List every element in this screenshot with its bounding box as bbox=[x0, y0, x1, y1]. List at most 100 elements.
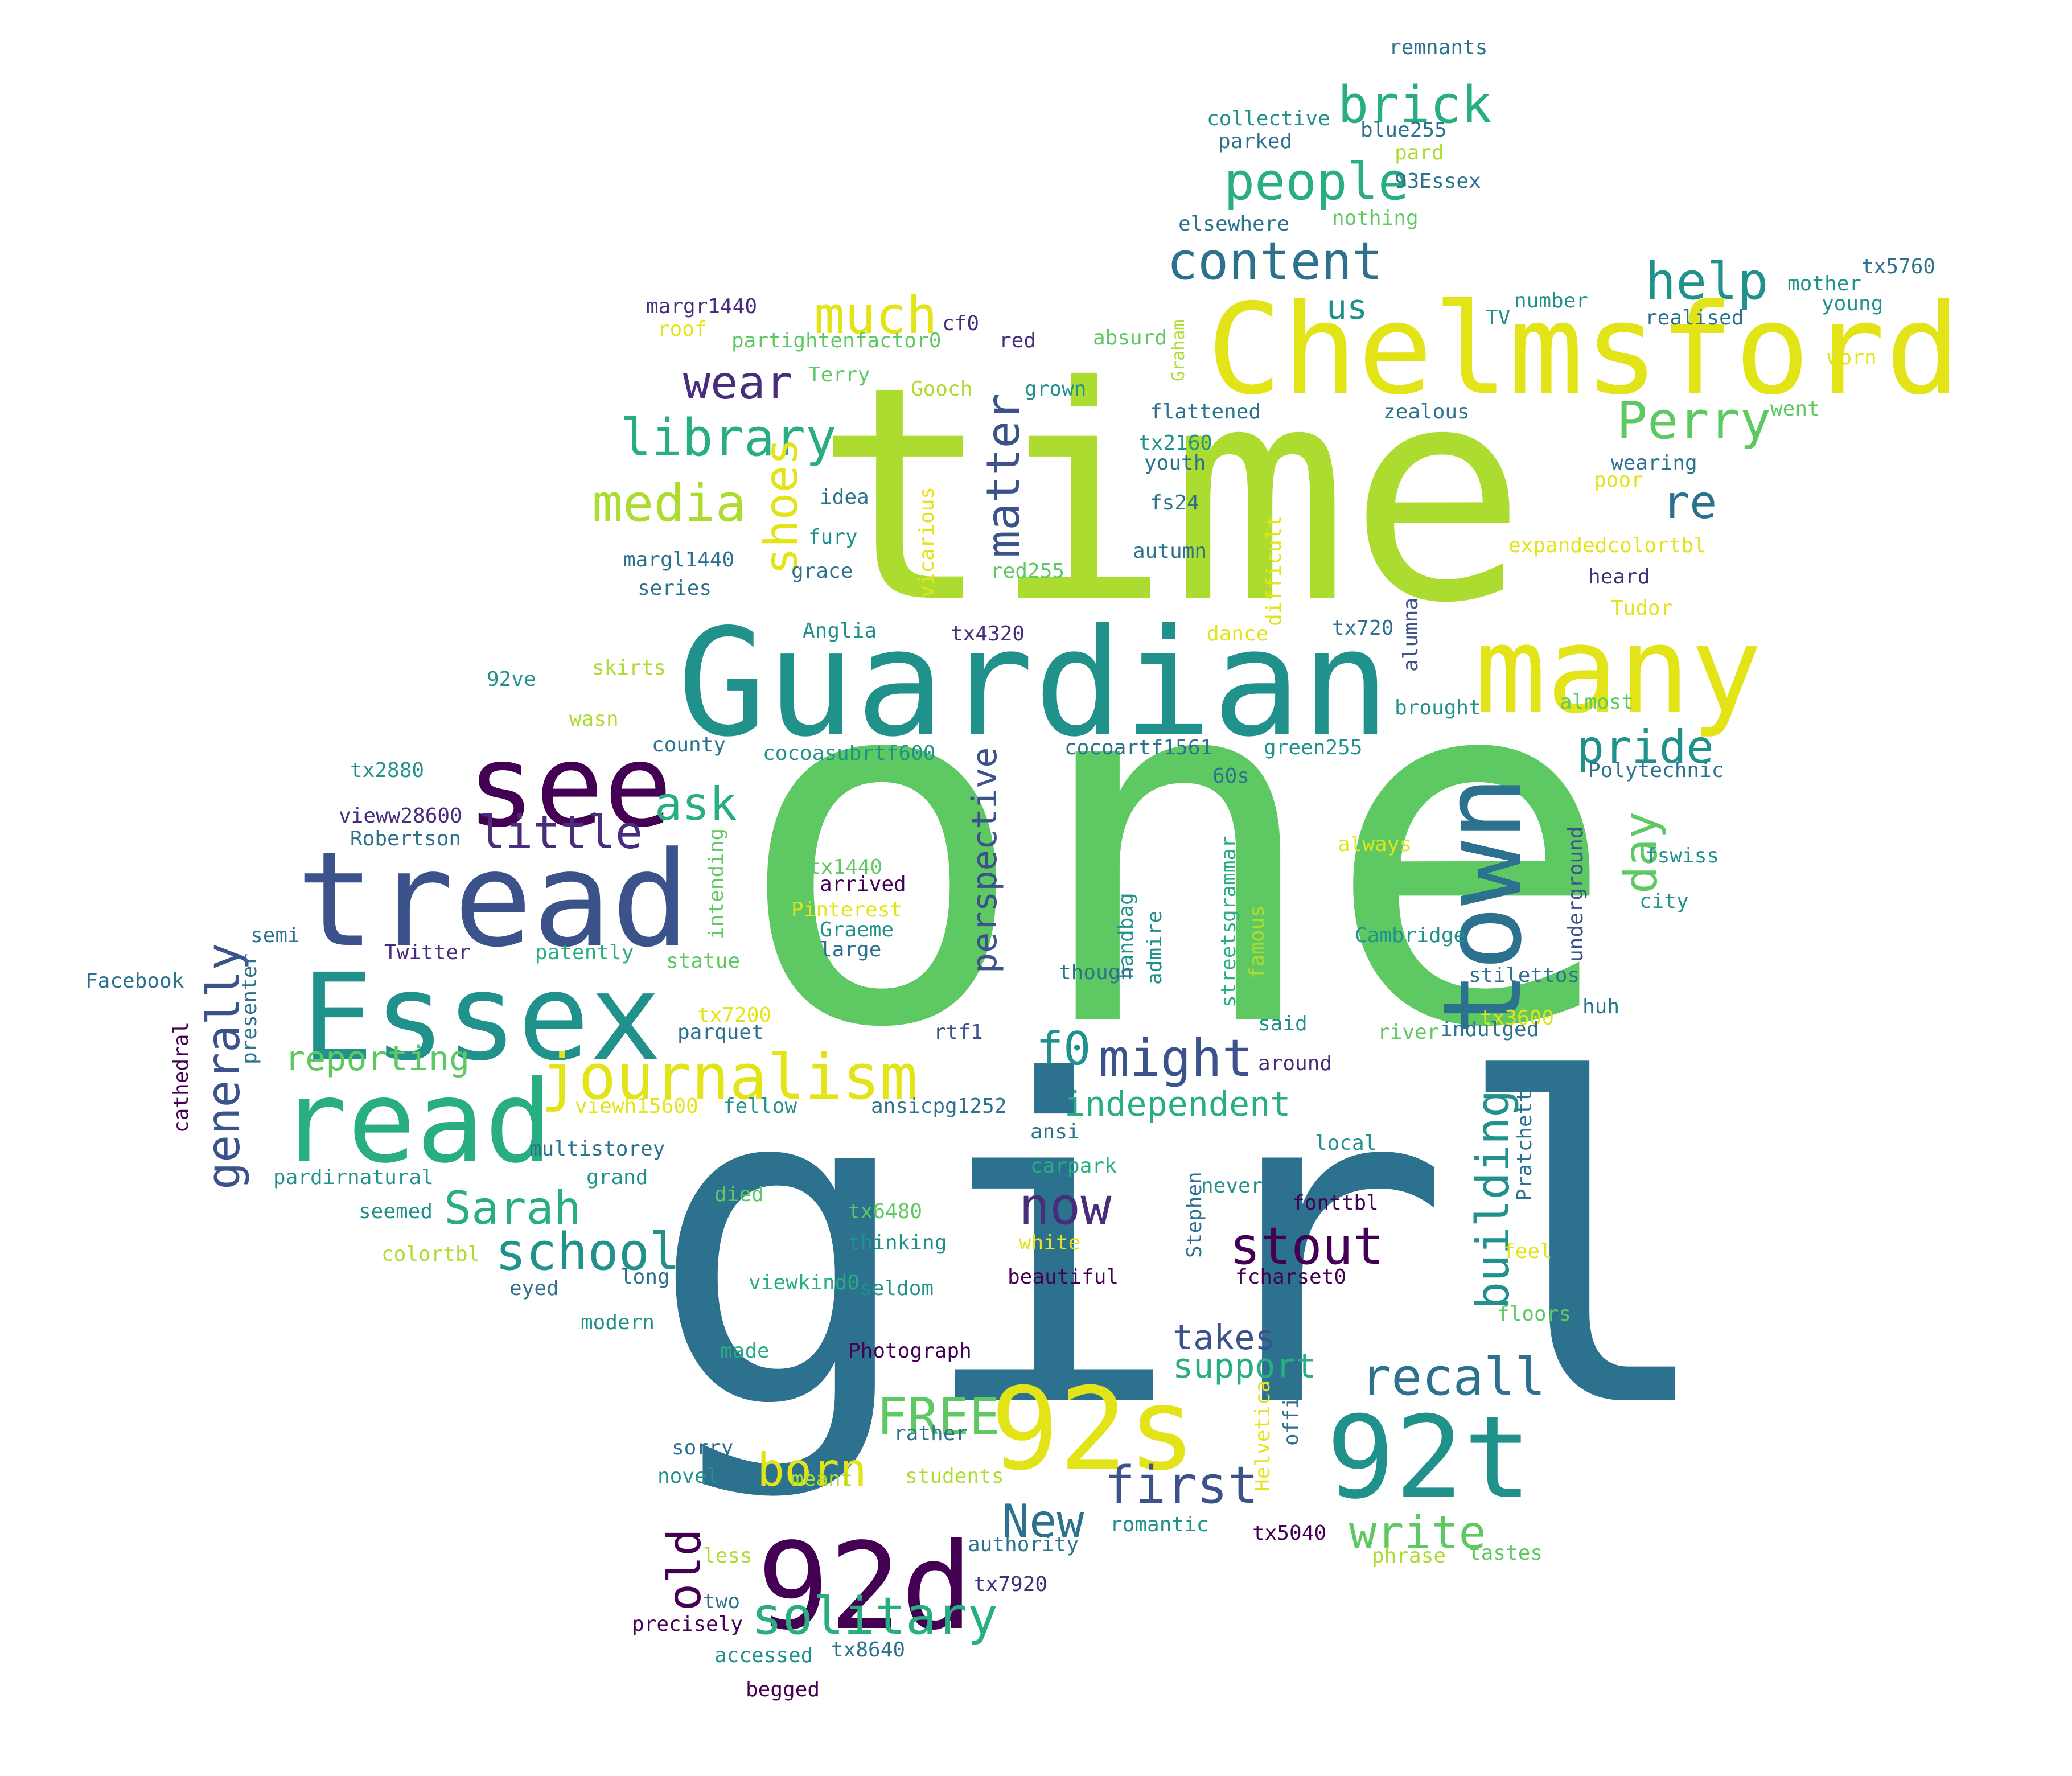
word-179: made bbox=[720, 1339, 770, 1363]
word-27: us bbox=[1326, 287, 1367, 327]
word-196: precisely bbox=[632, 1613, 743, 1636]
word-39: school bbox=[495, 1222, 680, 1282]
word-112: Polytechnic bbox=[1588, 759, 1724, 782]
word-172: long bbox=[620, 1265, 670, 1289]
word-171: eyed bbox=[509, 1277, 559, 1300]
word-65: realised bbox=[1645, 306, 1744, 330]
word-70: cf0 bbox=[942, 312, 979, 335]
word-93: red255 bbox=[990, 560, 1064, 583]
word-4: Chelmsford bbox=[1207, 277, 1961, 422]
word-79: flattened bbox=[1150, 400, 1261, 424]
word-53: remnants bbox=[1389, 36, 1487, 59]
word-26: re bbox=[1662, 476, 1717, 529]
word-95: grace bbox=[791, 560, 853, 583]
word-50: write bbox=[1349, 1506, 1486, 1559]
word-14: journalism bbox=[541, 1041, 918, 1113]
word-181: Helvetica bbox=[1251, 1380, 1275, 1491]
word-90: autumn bbox=[1133, 540, 1207, 563]
word-100: tx4320 bbox=[951, 622, 1025, 646]
word-48: first bbox=[1104, 1456, 1259, 1515]
word-38: Sarah bbox=[444, 1182, 581, 1235]
word-87: vicarious bbox=[915, 487, 939, 598]
word-21: media bbox=[592, 474, 746, 533]
word-155: ansi bbox=[1030, 1120, 1080, 1144]
word-23: matter bbox=[977, 393, 1030, 558]
word-76: Terry bbox=[808, 363, 870, 387]
word-64: number bbox=[1514, 289, 1588, 313]
word-99: Anglia bbox=[803, 619, 877, 643]
word-72: partightenfactor0 bbox=[731, 329, 941, 352]
word-2: time bbox=[814, 323, 1527, 668]
word-36: generally bbox=[197, 943, 250, 1190]
word-127: Pinterest bbox=[791, 898, 902, 922]
word-46: FREE bbox=[877, 1387, 1000, 1447]
word-88: difficult bbox=[1263, 515, 1286, 626]
word-52: solitary bbox=[751, 1586, 998, 1646]
word-62: mother bbox=[1787, 272, 1861, 295]
word-135: Facebook bbox=[85, 969, 184, 993]
word-40: now bbox=[1019, 1177, 1112, 1236]
word-60: elsewhere bbox=[1178, 212, 1289, 236]
word-191: less bbox=[703, 1544, 753, 1568]
word-111: green255 bbox=[1264, 736, 1362, 759]
word-97: tx720 bbox=[1332, 616, 1393, 640]
word-55: blue255 bbox=[1360, 118, 1447, 142]
word-105: brought bbox=[1395, 696, 1481, 720]
word-150: around bbox=[1258, 1052, 1332, 1075]
word-5: tread bbox=[296, 824, 690, 976]
word-190: authority bbox=[968, 1533, 1079, 1556]
word-129: Twitter bbox=[384, 941, 471, 964]
word-1: girl bbox=[649, 988, 1718, 1505]
word-121: grammar bbox=[1217, 836, 1240, 922]
word-57: pard bbox=[1395, 141, 1444, 165]
word-35: independent bbox=[1064, 1084, 1290, 1124]
word-84: poor bbox=[1594, 468, 1643, 492]
word-107: wasn bbox=[569, 708, 619, 731]
word-7: read bbox=[279, 1056, 553, 1189]
word-22: shoes bbox=[755, 438, 808, 575]
word-145: tx3600 bbox=[1480, 1006, 1554, 1030]
word-30: pride bbox=[1577, 721, 1714, 774]
word-6: Essex bbox=[302, 948, 661, 1087]
word-77: Gooch bbox=[911, 377, 972, 401]
word-141: tx7200 bbox=[697, 1004, 771, 1027]
word-161: died bbox=[714, 1183, 764, 1206]
word-147: river bbox=[1378, 1021, 1439, 1044]
word-0: one bbox=[734, 565, 1618, 1134]
word-41: stout bbox=[1230, 1216, 1384, 1276]
word-106: almost bbox=[1560, 690, 1634, 714]
word-80: zealous bbox=[1383, 400, 1470, 424]
word-78: grown bbox=[1025, 377, 1086, 401]
word-140: presenter bbox=[238, 953, 261, 1064]
word-82: youth bbox=[1144, 451, 1206, 475]
word-133: famous bbox=[1245, 905, 1269, 979]
word-163: seemed bbox=[359, 1200, 433, 1223]
word-169: white bbox=[1019, 1231, 1080, 1255]
word-198: tx8640 bbox=[831, 1638, 905, 1662]
word-148: indulged bbox=[1440, 1018, 1539, 1041]
word-123: handbag bbox=[1115, 893, 1138, 979]
word-142: parquet bbox=[677, 1021, 764, 1044]
word-168: thinking bbox=[848, 1231, 947, 1255]
word-184: sorry bbox=[672, 1436, 733, 1460]
word-9: see bbox=[467, 720, 672, 853]
word-15: content bbox=[1167, 232, 1383, 291]
word-170: feel bbox=[1503, 1240, 1552, 1263]
word-164: tx6480 bbox=[848, 1200, 922, 1223]
word-68: went bbox=[1770, 397, 1820, 421]
word-137: though bbox=[1059, 961, 1133, 984]
word-114: 60s bbox=[1212, 764, 1249, 788]
word-75: Graham bbox=[1169, 320, 1189, 381]
word-157: local bbox=[1315, 1132, 1376, 1155]
word-136: statue bbox=[666, 949, 740, 973]
word-101: dance bbox=[1207, 622, 1268, 646]
word-186: novel bbox=[657, 1465, 719, 1488]
word-116: always bbox=[1338, 833, 1412, 856]
word-17: brick bbox=[1338, 75, 1492, 135]
word-177: modern bbox=[581, 1311, 655, 1334]
word-149: cathedral bbox=[170, 1022, 193, 1133]
word-67: worn bbox=[1827, 346, 1877, 369]
word-20: library bbox=[620, 408, 836, 468]
word-110: cocoartf1561 bbox=[1064, 736, 1212, 759]
